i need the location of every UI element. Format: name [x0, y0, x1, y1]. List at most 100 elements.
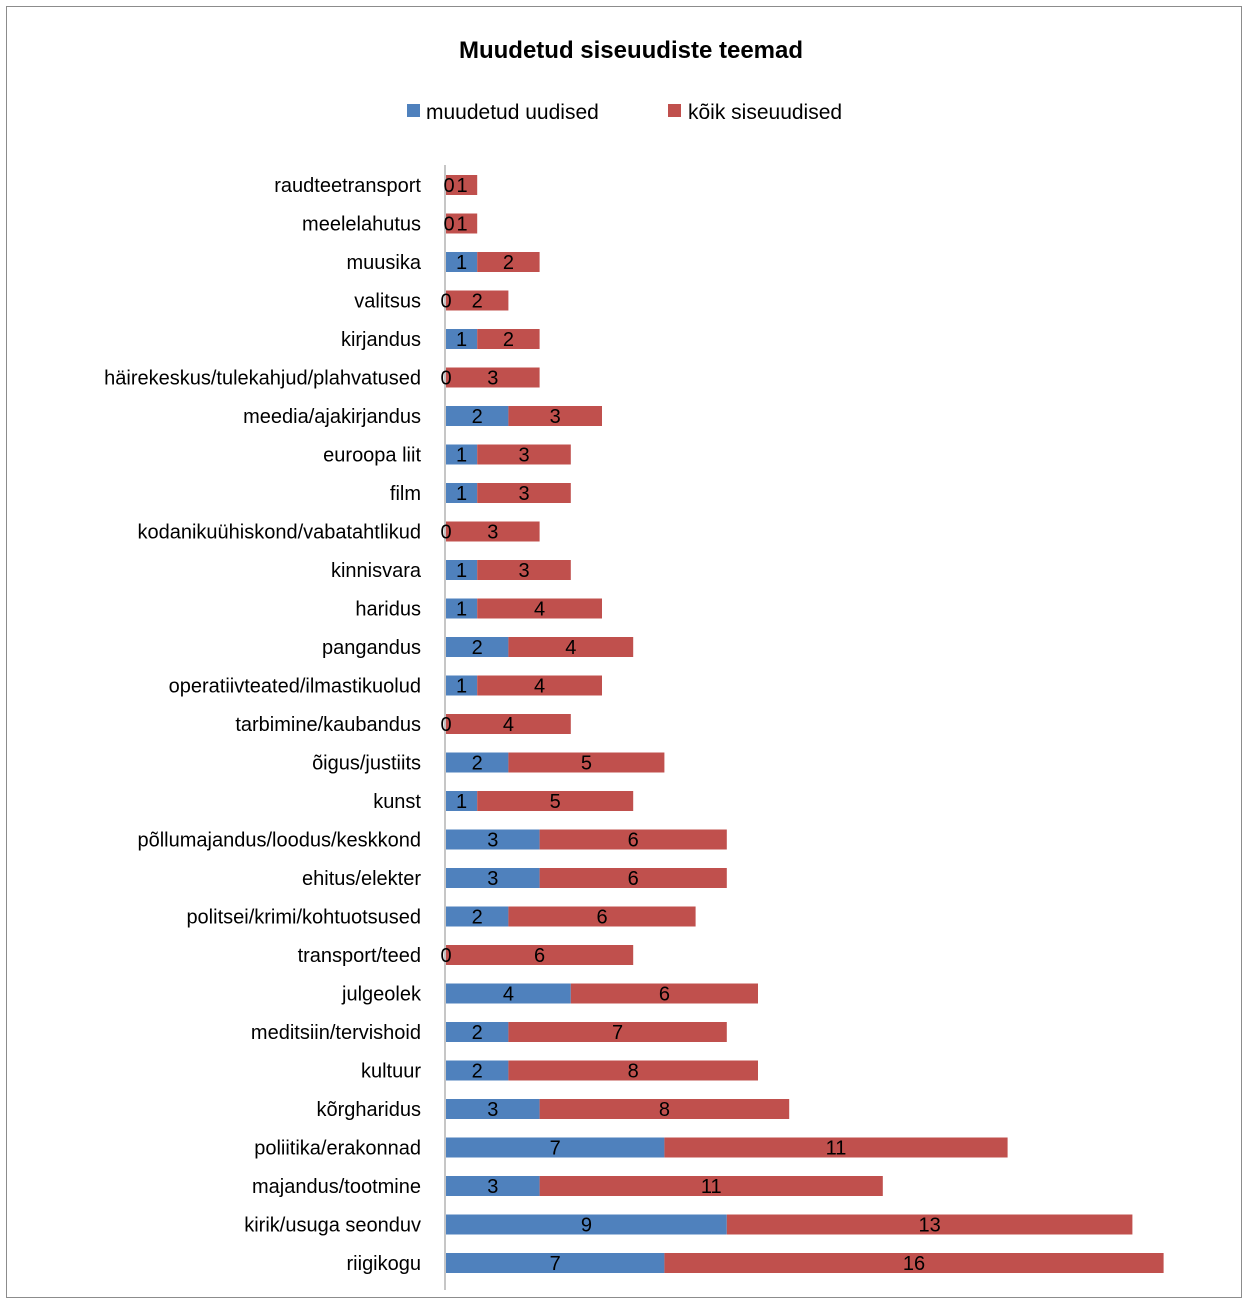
data-label-modified: 2: [472, 406, 483, 428]
bar-all: [664, 1137, 1008, 1158]
data-label-modified: 1: [456, 329, 467, 351]
data-label-all: 16: [903, 1253, 925, 1275]
category-label: pangandus: [322, 637, 421, 659]
bar-modified: [446, 637, 509, 657]
bar-all: [539, 829, 727, 850]
data-label-modified: 0: [440, 522, 451, 544]
category-label: kunst: [373, 791, 421, 813]
category-label: haridus: [355, 599, 421, 621]
legend-swatch-all: [668, 104, 681, 117]
legend-swatch-modified: [407, 104, 420, 117]
category-label: häirekeskus/tulekahjud/plahvatused: [104, 368, 421, 390]
data-label-modified: 3: [487, 1099, 498, 1121]
data-label-modified: 2: [472, 753, 483, 775]
chart-title: Muudetud siseuudiste teemad: [459, 37, 803, 64]
category-label: raudteetransport: [274, 175, 421, 197]
bar-modified: [446, 252, 478, 272]
bar-all: [477, 560, 571, 580]
data-label-modified: 1: [456, 252, 467, 274]
bar-modified: [446, 560, 478, 580]
bar-modified: [446, 598, 478, 619]
bar-all: [508, 637, 634, 657]
category-label: õigus/justiits: [312, 753, 421, 775]
data-label-modified: 9: [581, 1215, 592, 1237]
bar-all: [570, 983, 758, 1004]
legend-label-all: kõik siseuudised: [688, 101, 842, 124]
data-label-modified: 1: [456, 483, 467, 505]
category-label: muusika: [347, 252, 422, 274]
bar-all: [446, 367, 540, 388]
data-label-all: 6: [534, 945, 545, 967]
bar-modified: [446, 444, 478, 465]
bar-all: [508, 906, 696, 927]
bar-all: [664, 1253, 1164, 1273]
data-label-all: 5: [581, 753, 592, 775]
bar-all: [477, 252, 540, 272]
category-label: riigikogu: [347, 1253, 421, 1275]
data-label-all: 3: [518, 445, 529, 467]
data-label-all: 3: [518, 483, 529, 505]
data-label-all: 4: [503, 714, 514, 736]
data-label-all: 7: [612, 1022, 623, 1044]
data-label-all: 11: [826, 1138, 847, 1160]
data-label-all: 13: [918, 1215, 940, 1237]
data-label-all: 3: [487, 522, 498, 544]
bar-modified: [446, 983, 571, 1004]
category-label: meelelahutus: [302, 214, 421, 236]
bar-all: [446, 714, 571, 734]
data-label-all: 6: [659, 984, 670, 1006]
bar-modified: [446, 1176, 540, 1196]
bar-modified: [446, 329, 478, 349]
data-label-all: 8: [659, 1099, 670, 1121]
data-label-modified: 0: [443, 175, 454, 197]
category-label: julgeolek: [341, 984, 422, 1006]
bar-modified: [446, 1099, 540, 1119]
bar-modified: [446, 829, 540, 850]
bar-all: [508, 1060, 758, 1081]
bar-all: [477, 791, 634, 811]
bar-all: [446, 290, 509, 311]
data-label-all: 3: [518, 560, 529, 582]
legend: muudetud uudised kõik siseuudised: [407, 101, 842, 124]
bar-all: [508, 1022, 727, 1042]
category-label: kirjandus: [341, 329, 421, 351]
category-label: film: [390, 483, 421, 505]
category-label: meedia/ajakirjandus: [243, 406, 421, 428]
data-label-modified: 3: [487, 868, 498, 890]
data-label-all: 2: [472, 291, 483, 313]
category-label: majandus/tootmine: [252, 1176, 421, 1198]
category-label: meditsiin/tervishoid: [251, 1022, 421, 1044]
bar-all: [539, 1176, 883, 1196]
bar-modified: [446, 752, 509, 773]
category-label: poliitika/erakonnad: [254, 1138, 421, 1160]
category-label: kirik/usuga seonduv: [244, 1215, 421, 1237]
bar-modified: [446, 406, 509, 426]
category-label: kodanikuühiskond/vabatahtlikud: [137, 522, 421, 544]
data-label-modified: 3: [487, 1176, 498, 1198]
category-label: politsei/krimi/kohtuotsused: [186, 907, 421, 929]
data-label-modified: 2: [472, 1022, 483, 1044]
bar-modified: [446, 483, 478, 503]
data-label-all: 3: [487, 368, 498, 390]
data-label-modified: 1: [456, 560, 467, 582]
legend-label-modified: muudetud uudised: [426, 101, 599, 124]
data-label-all: 4: [534, 599, 545, 621]
bar-all: [508, 406, 602, 426]
bar-all: [446, 521, 540, 542]
data-label-modified: 0: [440, 945, 451, 967]
data-label-modified: 2: [472, 907, 483, 929]
bar-all: [508, 752, 665, 773]
bar-all: [446, 175, 478, 195]
bar-all: [726, 1214, 1133, 1235]
category-label: operatiivteated/ilmastikuolud: [169, 676, 421, 698]
bar-modified: [446, 906, 509, 927]
data-label-all: 6: [628, 830, 639, 852]
category-label: kinnisvara: [331, 560, 422, 582]
data-label-all: 1: [456, 214, 467, 236]
data-label-modified: 7: [550, 1253, 561, 1275]
bar-all: [477, 598, 602, 619]
data-label-modified: 4: [503, 984, 514, 1006]
category-label: valitsus: [354, 291, 421, 313]
bar-modified: [446, 1137, 665, 1158]
